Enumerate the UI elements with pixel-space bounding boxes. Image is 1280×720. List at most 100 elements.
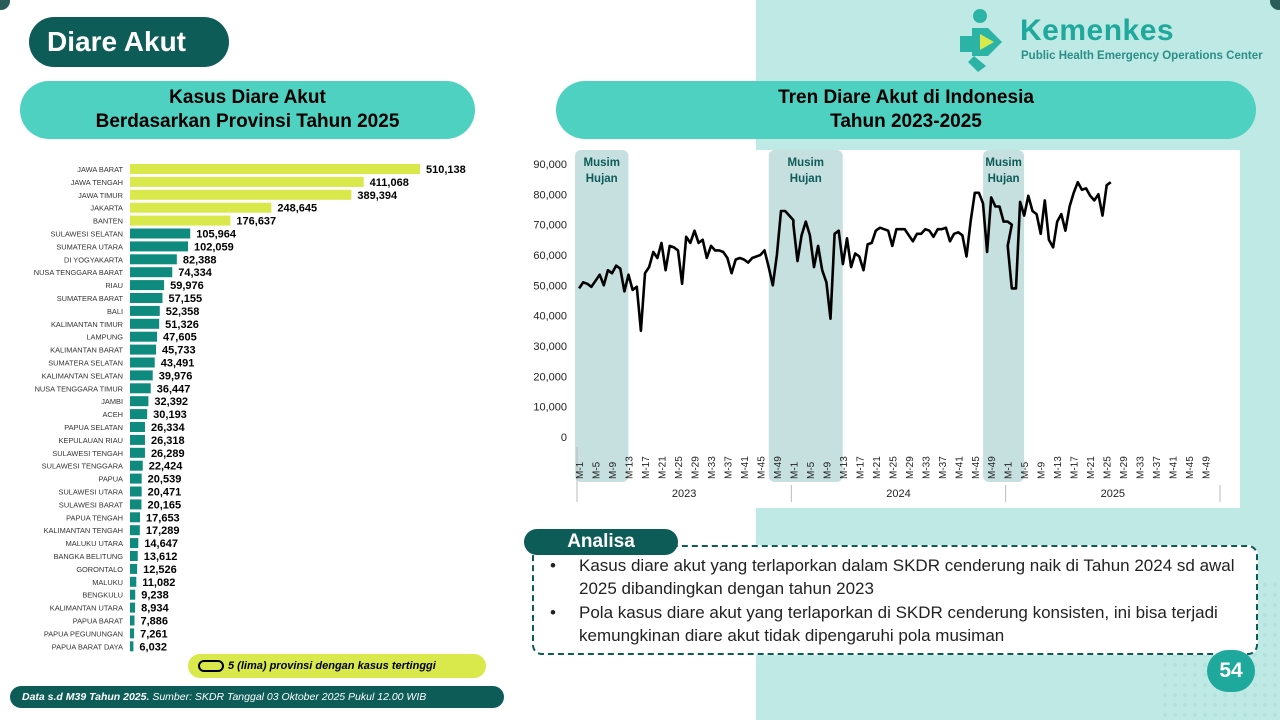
x-tick-label: M-1 — [789, 461, 800, 479]
bar-category-label: SULAWESI SELATAN — [50, 230, 123, 239]
bar — [130, 318, 160, 329]
logo-subtitle: Public Health Emergency Operations Cente… — [1021, 50, 1263, 62]
corner-decoration-left — [0, 0, 10, 10]
bar-value-label: 30,193 — [153, 409, 187, 421]
x-tick-label: M-5 — [592, 461, 603, 479]
bar-value-label: 36,447 — [157, 383, 191, 395]
bar-value-label: 22,424 — [149, 461, 184, 473]
bar-category-label: MALUKU — [92, 578, 123, 587]
year-label: 2023 — [672, 488, 696, 500]
bar — [130, 551, 138, 561]
bar — [130, 293, 163, 303]
bar-category-label: SUMATERA UTARA — [56, 242, 123, 251]
trend-line-chart: Musim Hujan Musim Hujan Musim Hujan 0 10,000 20,… — [533, 150, 1221, 502]
x-tick-label: M-33 — [921, 456, 932, 479]
bar-category-label: DI YOGYAKARTA — [64, 255, 123, 264]
bar-chart-title-line1: Kasus Diare Akut — [169, 87, 326, 109]
bar-value-label: 43,491 — [161, 358, 195, 370]
bar — [130, 383, 151, 394]
x-tick-label: M-9 — [1037, 461, 1048, 479]
x-tick-label: M-45 — [756, 456, 767, 479]
bar-value-label: 26,289 — [151, 448, 185, 460]
bar — [130, 512, 141, 523]
x-tick-label: M-29 — [905, 456, 916, 479]
province-bar-chart: JAWA BARAT 510,138 JAWA TENGAH 411,068 JAWA … — [34, 164, 466, 653]
bar — [130, 176, 364, 187]
kemenkes-logo: Kemenkes Public Health Emergency Operati… — [950, 8, 1270, 74]
x-tick-label: M-13 — [839, 456, 850, 479]
bar-category-label: RIAU — [105, 281, 123, 290]
bar-value-label: 47,605 — [163, 332, 197, 344]
x-tick-label: M-21 — [1086, 456, 1097, 479]
x-tick-label: M-5 — [806, 461, 817, 479]
bar — [130, 228, 191, 239]
x-tick-label: M-25 — [674, 456, 685, 479]
bar-value-label: 39,976 — [159, 370, 193, 382]
kemenkes-logo-icon — [960, 9, 1002, 72]
bar-category-label: KALIMANTAN TIMUR — [51, 320, 123, 329]
x-tick-label: M-25 — [1103, 456, 1114, 479]
bar-category-label: JAWA BARAT — [77, 165, 123, 174]
bar-value-label: 389,394 — [357, 190, 398, 202]
analisa-list: Kasus diare akut yang terlaporkan dalam … — [548, 554, 1238, 648]
season-label: Musim — [584, 157, 620, 169]
legend-note-text: 5 (lima) provinsi dengan kasus tertinggi — [228, 660, 436, 672]
y-tick-label: 10,000 — [533, 402, 567, 414]
bar-value-label: 8,934 — [141, 603, 169, 615]
y-tick-label: 50,000 — [533, 280, 567, 292]
bar-category-label: KALIMANTAN SELATAN — [42, 371, 123, 380]
bar — [130, 447, 145, 458]
bar-category-label: NUSA TENGGARA BARAT — [34, 268, 124, 277]
line-chart-title-line1: Tren Diare Akut di Indonesia — [778, 87, 1034, 109]
y-tick-label: 70,000 — [533, 220, 567, 232]
bar-category-label: JAKARTA — [90, 204, 123, 213]
bar — [130, 189, 352, 200]
season-label: Hujan — [790, 173, 822, 185]
year-label: 2025 — [1101, 488, 1125, 500]
bar-value-label: 9,238 — [141, 590, 169, 602]
season-label: Hujan — [988, 173, 1020, 185]
season-band — [768, 150, 843, 482]
bar-value-label: 17,653 — [146, 512, 180, 524]
bar-value-label: 6,032 — [139, 641, 167, 653]
bar-category-label: BALI — [107, 307, 123, 316]
season-label: Hujan — [586, 173, 618, 185]
analisa-point: Pola kasus diare akut yang terlaporkan d… — [548, 601, 1238, 647]
bar-value-label: 7,261 — [140, 628, 168, 640]
bar — [130, 254, 177, 265]
bar-value-label: 105,964 — [196, 229, 237, 241]
bar — [130, 473, 142, 484]
bar-category-label: SULAWESI BARAT — [59, 500, 124, 509]
x-tick-label: M-21 — [872, 456, 883, 479]
x-tick-label: M-17 — [641, 456, 652, 479]
bar-value-label: 52,358 — [166, 306, 200, 318]
bar-category-label: BANTEN — [93, 217, 123, 226]
bar-value-label: 51,326 — [165, 319, 199, 331]
bar-chart-header: Kasus Diare Akut Berdasarkan Provinsi Ta… — [20, 81, 475, 139]
bar — [130, 589, 136, 600]
bar-value-label: 176,637 — [236, 216, 276, 228]
x-tick-label: M-37 — [723, 456, 734, 479]
x-tick-label: M-41 — [740, 456, 751, 479]
footer-source-rest: Sumber: SKDR Tanggal 03 Oktober 2025 Puk… — [149, 691, 427, 703]
y-tick-label: 90,000 — [533, 159, 567, 171]
bar-value-label: 20,165 — [147, 499, 181, 511]
x-tick-label: M-5 — [1020, 461, 1031, 479]
bar — [130, 538, 139, 549]
y-tick-label: 30,000 — [533, 341, 567, 353]
bar-value-label: 14,647 — [144, 538, 178, 550]
bar — [130, 486, 142, 497]
x-tick-label: M-13 — [1053, 456, 1064, 479]
bar-chart-title-line2: Berdasarkan Provinsi Tahun 2025 — [95, 111, 400, 132]
year-label: 2024 — [886, 488, 910, 500]
x-tick-label: M-9 — [608, 461, 619, 479]
bar-value-label: 13,612 — [144, 551, 178, 563]
bar-category-label: PAPUA BARAT — [73, 617, 124, 626]
x-tick-label: M-1 — [1004, 461, 1015, 479]
bar-category-label: KALIMANTAN BARAT — [50, 346, 123, 355]
bar-category-label: ACEH — [102, 410, 123, 419]
x-tick-label: M-9 — [822, 461, 833, 479]
bar-category-label: SULAWESI TENGGARA — [42, 462, 123, 471]
y-tick-label: 0 — [561, 432, 567, 444]
bar-value-label: 12,526 — [143, 564, 177, 576]
